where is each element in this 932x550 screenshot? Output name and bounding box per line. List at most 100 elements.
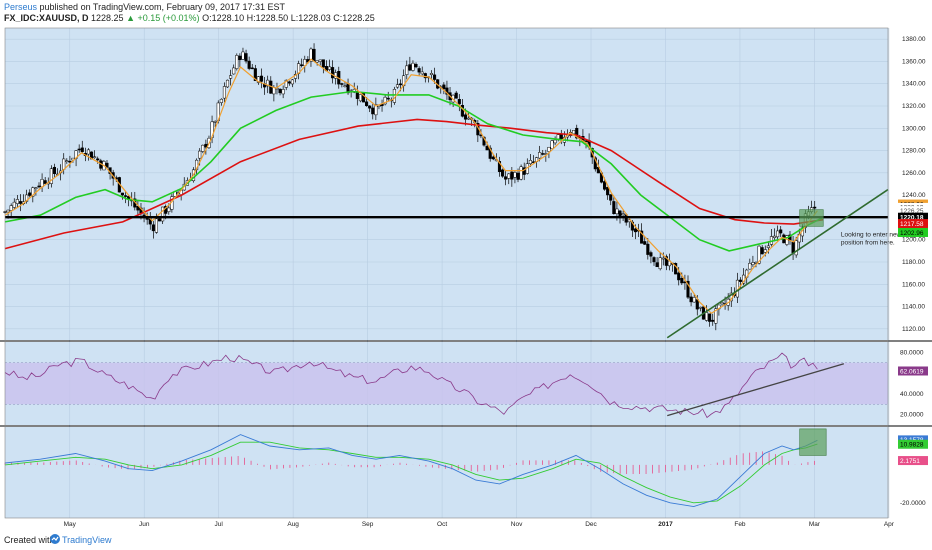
- candle-body: [86, 149, 90, 155]
- price-tick-label: 1240.00: [902, 192, 926, 199]
- candle-body: [213, 121, 217, 123]
- symbol-label: FX_IDC:XAUUSD, D: [4, 13, 89, 23]
- candle-body: [368, 105, 372, 109]
- candle-body: [547, 146, 551, 152]
- candle-body: [556, 134, 560, 140]
- candle-body: [145, 218, 149, 220]
- candle-body: [343, 85, 347, 87]
- candle-body: [25, 194, 29, 202]
- candle-body: [68, 160, 72, 163]
- candle-body: [278, 88, 282, 94]
- candle-body: [655, 262, 659, 268]
- candle-body: [686, 280, 690, 298]
- candle-body: [374, 104, 378, 116]
- time-tick-label: Jul: [215, 521, 224, 528]
- candle-body: [411, 62, 415, 71]
- candle-body: [646, 243, 650, 255]
- macd-signal-line: [4, 441, 818, 504]
- rsi-tick-label: 20.0000: [900, 412, 924, 419]
- time-tick-label: Feb: [734, 521, 746, 528]
- candle-body: [96, 158, 100, 161]
- candle-body: [327, 66, 332, 70]
- time-tick-label: Nov: [511, 521, 523, 528]
- candle-body: [309, 48, 313, 62]
- candle-body: [77, 148, 81, 151]
- chart-frame: [4, 27, 889, 519]
- candle-body: [287, 81, 291, 84]
- candle-body: [513, 172, 517, 178]
- chart-canvas[interactable]: 1380.00 1360.00 1340.00 1320.00 1300.00 1280.…: [0, 24, 932, 530]
- candle-body: [361, 92, 366, 103]
- candle-body: [123, 195, 128, 197]
- macd-value-box: [898, 456, 928, 466]
- candle-body: [318, 59, 322, 62]
- candle-body: [49, 168, 53, 184]
- candle-body: [714, 308, 718, 324]
- candle-body: [640, 230, 644, 244]
- candle-body: [204, 143, 208, 148]
- price-tick-label: 1260.00: [902, 170, 926, 177]
- candle-body: [247, 60, 251, 69]
- macd-value-label: 2.1751: [900, 458, 920, 465]
- candle-body: [704, 312, 709, 321]
- macd-value-label: 10.9828: [900, 442, 924, 449]
- candle-body: [225, 79, 230, 88]
- price-tick-label: 1340.00: [902, 81, 926, 88]
- candle-body: [748, 263, 752, 270]
- created-with-text: Created with: [4, 535, 55, 545]
- price-label: 1217.58: [900, 221, 924, 228]
- macd-tick-label: -20.0000: [900, 500, 926, 507]
- candle-body: [198, 150, 202, 159]
- candle-body: [417, 68, 421, 73]
- time-tick-label: Dec: [585, 521, 597, 528]
- candle-body: [485, 145, 489, 151]
- macd-highlight-box: [799, 428, 827, 456]
- rsi-trendline: [667, 363, 845, 417]
- price-tick-label: 1320.00: [902, 103, 926, 110]
- candle-body: [157, 218, 162, 222]
- candle-body: [408, 64, 412, 71]
- candle-body: [772, 235, 777, 239]
- candle-body: [300, 64, 304, 66]
- candle-body: [643, 241, 647, 245]
- candle-body: [575, 127, 579, 139]
- price-tick-label: 1380.00: [902, 36, 926, 43]
- candle-body: [219, 98, 223, 103]
- candle-body: [429, 73, 434, 75]
- candle-body: [766, 245, 770, 248]
- fast-moving-average-line: [4, 58, 818, 315]
- candle-body: [28, 192, 32, 196]
- candle-body: [399, 83, 403, 86]
- candle-body: [467, 117, 471, 120]
- author-link[interactable]: Perseus: [4, 2, 38, 12]
- rsi-band: [5, 362, 888, 405]
- mid-moving-average-line: [4, 90, 824, 252]
- chart-header: Perseus published on TradingView.com, Fe…: [0, 0, 932, 24]
- candle-body: [497, 161, 502, 172]
- pane-background-2: [5, 427, 888, 518]
- price-tick-label: 1360.00: [902, 58, 926, 65]
- candle-body: [720, 302, 724, 305]
- candle-body: [151, 224, 155, 232]
- candle-body: [238, 55, 242, 61]
- candle-body: [757, 245, 761, 264]
- candle-body: [281, 89, 285, 95]
- time-tick-label: Jun: [139, 521, 150, 528]
- candle-body: [383, 96, 387, 105]
- price-tick-label: 1200.00: [902, 237, 926, 244]
- candle-body: [250, 67, 254, 70]
- time-tick-label: Sep: [362, 521, 374, 528]
- tradingview-link[interactable]: TradingView: [62, 535, 112, 545]
- candle-body: [609, 194, 613, 201]
- rsi-value-box: [898, 366, 928, 376]
- price-tick-label: 1300.00: [902, 125, 926, 132]
- candle-body: [692, 297, 696, 303]
- macd-value-box: [898, 439, 928, 449]
- price-tick-label: 1120.00: [902, 326, 925, 333]
- pane-background-0: [5, 28, 888, 340]
- candle-body: [52, 166, 56, 174]
- candle-body: [154, 218, 158, 233]
- candle-body: [621, 213, 625, 216]
- candle-body: [12, 201, 16, 208]
- time-scale-background: [0, 518, 932, 530]
